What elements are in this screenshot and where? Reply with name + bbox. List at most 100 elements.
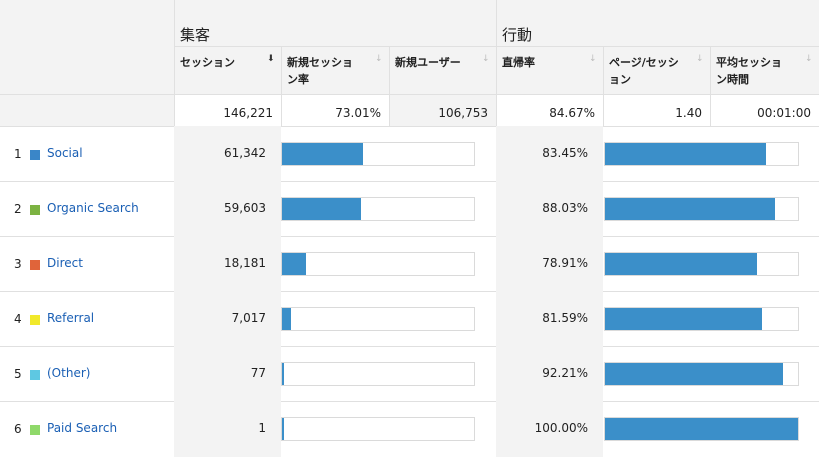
sessions-value: 18,181 — [224, 256, 266, 270]
column-header-avg-session-duration[interactable]: 平均セッショ ン時間 — [716, 54, 800, 88]
channel-color-swatch — [30, 150, 40, 160]
bounce-rate-bar-fill — [605, 308, 763, 330]
sessions-share-bar-fill — [282, 143, 364, 165]
channel-link[interactable]: Organic Search — [47, 201, 139, 215]
bounce-rate-cell — [496, 346, 603, 401]
bounce-rate-value: 92.21% — [542, 366, 588, 380]
row-index: 5 — [14, 367, 22, 381]
column-header-label: ン率 — [287, 73, 309, 86]
bounce-rate-bar-fill — [605, 143, 767, 165]
row-divider — [0, 401, 819, 402]
row-divider — [0, 236, 819, 237]
row-divider — [0, 126, 819, 127]
bounce-rate-bar-fill — [605, 418, 798, 440]
sessions-share-bar — [281, 252, 475, 276]
bounce-rate-bar — [604, 252, 799, 276]
group-title-behavior: 行動 — [502, 26, 533, 44]
total-sessions: 146,221 — [223, 106, 273, 120]
bounce-rate-bar — [604, 307, 799, 331]
bounce-rate-bar — [604, 417, 799, 441]
bounce-rate-value: 83.45% — [542, 146, 588, 160]
row-divider — [0, 346, 819, 347]
sort-arrow-icon[interactable]: ↓ — [805, 54, 813, 64]
column-header-bounce-rate[interactable]: 直帰率 — [502, 54, 586, 71]
row-index: 4 — [14, 312, 22, 326]
total-bounce-rate: 84.67% — [549, 106, 595, 120]
column-header-new-users[interactable]: 新規ユーザー — [395, 54, 479, 71]
sessions-share-bar — [281, 142, 475, 166]
sessions-share-bar-fill — [282, 308, 292, 330]
sessions-cell — [174, 126, 281, 181]
row-divider — [0, 291, 819, 292]
sessions-value: 7,017 — [231, 311, 266, 325]
table-row: 1 Social 61,342 83.45% — [0, 126, 819, 181]
sessions-value: 59,603 — [224, 201, 266, 215]
column-header-label: 直帰率 — [502, 56, 535, 69]
bounce-rate-bar — [604, 142, 799, 166]
channel-color-swatch — [30, 425, 40, 435]
total-new-users: 106,753 — [438, 106, 488, 120]
bounce-rate-bar-fill — [605, 253, 758, 275]
sort-arrow-icon[interactable]: ↓ — [589, 54, 597, 64]
sessions-share-bar — [281, 417, 475, 441]
sessions-value: 61,342 — [224, 146, 266, 160]
column-header-new-session-rate[interactable]: 新規セッショ ン率 — [287, 54, 371, 88]
bounce-rate-bar-fill — [605, 363, 783, 385]
group-title-acquisition: 集客 — [180, 26, 211, 44]
channel-color-swatch — [30, 205, 40, 215]
channel-link[interactable]: Direct — [47, 256, 83, 270]
totals-row-label-cell — [0, 94, 174, 126]
channel-link[interactable]: Social — [47, 146, 83, 160]
bounce-rate-bar — [604, 197, 799, 221]
bounce-rate-cell — [496, 401, 603, 457]
totals-row-gap-cell — [389, 94, 496, 126]
table-row: 6 Paid Search 1 100.00% — [0, 401, 819, 457]
sessions-value: 77 — [250, 366, 266, 380]
column-header-label: 新規セッショ — [287, 56, 353, 69]
sort-arrow-icon[interactable]: ↓ — [696, 54, 704, 64]
sessions-share-bar-fill — [282, 198, 362, 220]
table-row: 4 Referral 7,017 81.59% — [0, 291, 819, 346]
sort-descending-icon[interactable]: ⬇ — [267, 54, 275, 64]
table-row: 3 Direct 18,181 78.91% — [0, 236, 819, 291]
column-header-label: ページ/セッシ — [609, 56, 679, 69]
row-divider — [0, 94, 819, 95]
table-row: 5 (Other) 77 92.21% — [0, 346, 819, 401]
header-divider — [174, 46, 819, 47]
channel-link[interactable]: Paid Search — [47, 421, 118, 435]
total-pages-per-session: 1.40 — [675, 106, 702, 120]
sessions-share-bar-fill — [282, 363, 284, 385]
sessions-share-bar — [281, 362, 475, 386]
bounce-rate-value: 88.03% — [542, 201, 588, 215]
sessions-share-bar — [281, 197, 475, 221]
row-index: 6 — [14, 422, 22, 436]
bounce-rate-value: 81.59% — [542, 311, 588, 325]
sessions-cell — [174, 401, 281, 457]
channel-color-swatch — [30, 370, 40, 380]
column-header-sessions[interactable]: セッション — [180, 54, 264, 71]
channel-link[interactable]: (Other) — [47, 366, 91, 380]
bounce-rate-cell — [496, 236, 603, 291]
column-header-pages-per-session[interactable]: ページ/セッシ ョン — [609, 54, 693, 88]
sort-arrow-icon[interactable]: ↓ — [482, 54, 490, 64]
row-index: 3 — [14, 257, 22, 271]
sessions-cell — [174, 236, 281, 291]
table-header — [0, 0, 819, 94]
bounce-rate-bar-fill — [605, 198, 775, 220]
channel-link[interactable]: Referral — [47, 311, 95, 325]
column-divider — [710, 46, 711, 126]
column-divider — [603, 46, 604, 126]
sessions-cell — [174, 181, 281, 236]
column-divider — [389, 46, 390, 126]
sort-arrow-icon[interactable]: ↓ — [375, 54, 383, 64]
row-divider — [0, 181, 819, 182]
sessions-share-bar — [281, 307, 475, 331]
total-new-session-rate: 73.01% — [335, 106, 381, 120]
total-avg-session-duration: 00:01:00 — [757, 106, 811, 120]
sessions-value: 1 — [258, 421, 266, 435]
column-header-label: 平均セッショ — [716, 56, 782, 69]
sessions-cell — [174, 346, 281, 401]
bounce-rate-bar — [604, 362, 799, 386]
column-divider — [281, 46, 282, 126]
